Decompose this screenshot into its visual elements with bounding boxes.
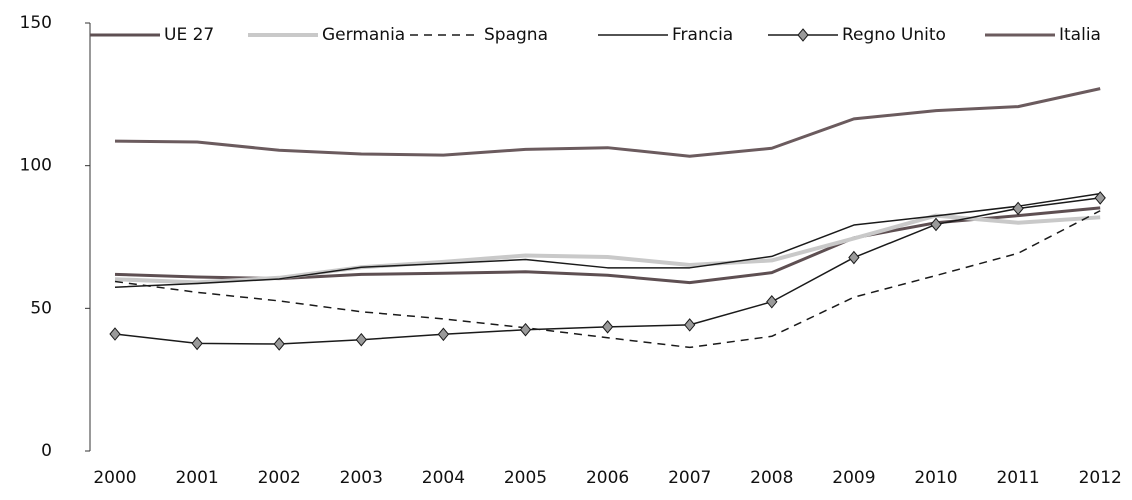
series-marker: [273, 337, 285, 351]
series-marker: [109, 327, 121, 341]
series-marker: [766, 294, 778, 309]
x-tick-label: 2005: [504, 468, 547, 488]
series-marker: [355, 332, 367, 347]
x-tick-label: 2010: [914, 468, 957, 488]
series-marker: [437, 327, 450, 342]
legend-label: Spagna: [484, 25, 548, 45]
series-marker: [1012, 201, 1024, 216]
series-line: [114, 87, 1101, 158]
x-tick-label: 2000: [93, 468, 136, 488]
series-marker: [601, 320, 614, 334]
y-tick-label: 100: [20, 156, 52, 176]
legend-label: UE 27: [164, 25, 214, 45]
series-marker: [519, 322, 532, 337]
x-tick-label: 2012: [1079, 468, 1122, 488]
y-tick-label: 0: [41, 441, 52, 461]
x-tick-label: 2009: [832, 468, 875, 488]
y-tick-label: 50: [30, 298, 52, 318]
legend-label: Regno Unito: [842, 25, 946, 45]
series-marker: [1094, 191, 1106, 205]
x-tick-label: 2006: [586, 468, 629, 488]
legend-label: Italia: [1059, 25, 1101, 45]
legend-label: Francia: [672, 25, 733, 45]
series-line: [114, 192, 1101, 288]
x-tick-label: 2008: [750, 468, 793, 488]
series-marker: [930, 217, 942, 232]
x-tick-label: 2007: [668, 468, 711, 488]
series-marker: [684, 318, 696, 332]
series-line: [114, 213, 1101, 285]
series-marker: [848, 250, 860, 265]
x-tick-label: 2003: [340, 468, 383, 488]
y-tick-label: 150: [20, 13, 52, 33]
x-tick-label: 2002: [258, 468, 301, 488]
legend-label: Germania: [322, 25, 405, 45]
legend-marker: [797, 28, 809, 42]
series-marker: [191, 336, 203, 351]
x-tick-label: 2011: [996, 468, 1039, 488]
series-line: [114, 210, 1101, 349]
x-tick-label: 2004: [422, 468, 465, 488]
x-tick-label: 2001: [175, 468, 218, 488]
